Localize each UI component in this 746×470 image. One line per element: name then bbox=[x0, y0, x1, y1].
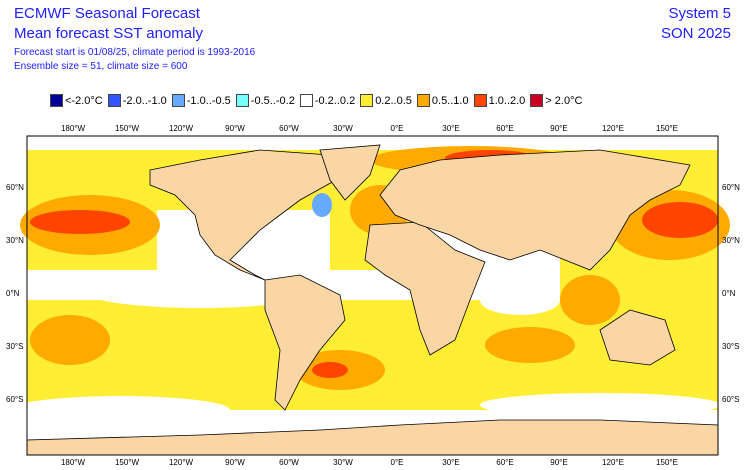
longitude-label: 150°W bbox=[114, 124, 140, 133]
latitude-label: 60°N bbox=[6, 183, 24, 192]
legend-swatch bbox=[360, 94, 374, 107]
longitude-label: 0°E bbox=[390, 458, 404, 467]
longitude-label: 60°E bbox=[496, 458, 514, 467]
longitude-label: 120°E bbox=[602, 124, 624, 133]
legend-swatch bbox=[50, 94, 63, 107]
longitude-label: 30°W bbox=[333, 124, 353, 133]
longitude-label: 120°E bbox=[602, 458, 624, 467]
legend-label: <-2.0°C bbox=[65, 94, 103, 107]
legend-item: 0.5..1.0 bbox=[416, 94, 469, 107]
longitude-label: 60°W bbox=[279, 458, 299, 467]
land bbox=[26, 144, 719, 456]
latitude-label: 30°S bbox=[6, 342, 24, 351]
map-frame bbox=[26, 135, 719, 456]
legend-label: 0.2..0.5 bbox=[375, 94, 412, 107]
longitude-label: 60°E bbox=[496, 124, 514, 133]
longitude-label: 120°W bbox=[168, 458, 194, 467]
legend-label: > 2.0°C bbox=[545, 94, 583, 107]
forecast-start: Forecast start is 01/08/25, climate peri… bbox=[14, 47, 256, 58]
legend-item: -0.2..0.2 bbox=[299, 94, 356, 107]
season-label: SON 2025 bbox=[660, 25, 731, 42]
latitude-label: 0°N bbox=[722, 289, 736, 298]
legend-swatch bbox=[107, 94, 121, 107]
legend-label: -1.0..-0.5 bbox=[186, 94, 231, 107]
latitude-label: 30°N bbox=[6, 236, 24, 245]
ensemble-size: Ensemble size = 51, climate size = 600 bbox=[14, 61, 188, 72]
longitude-label: 90°E bbox=[550, 458, 568, 467]
legend-swatch bbox=[473, 94, 487, 107]
latitude-label: 60°S bbox=[722, 395, 740, 404]
longitude-label: 30°W bbox=[333, 458, 353, 467]
longitude-label: 150°E bbox=[656, 124, 678, 133]
latitude-label: 60°S bbox=[6, 395, 24, 404]
subtitle: Mean forecast SST anomaly bbox=[14, 25, 203, 42]
longitude-label: 90°W bbox=[225, 458, 245, 467]
latitude-label: 60°N bbox=[722, 183, 740, 192]
latitude-label: 0°N bbox=[6, 289, 20, 298]
longitude-label: 120°W bbox=[168, 124, 194, 133]
legend-swatch bbox=[416, 94, 430, 107]
legend-swatch bbox=[235, 94, 249, 107]
latitude-label: 30°N bbox=[722, 236, 740, 245]
legend-label: -0.2..0.2 bbox=[314, 94, 356, 107]
longitude-label: 150°E bbox=[656, 458, 678, 467]
anomaly-blue bbox=[312, 193, 332, 217]
system-label: System 5 bbox=[668, 5, 731, 22]
title: ECMWF Seasonal Forecast bbox=[14, 5, 200, 22]
longitude-label: 90°E bbox=[550, 124, 568, 133]
longitude-label: 90°W bbox=[225, 124, 245, 133]
legend-item: 0.2..0.5 bbox=[360, 94, 412, 107]
legend-label: 0.5..1.0 bbox=[431, 94, 469, 107]
legend-item: -2.0..-1.0 bbox=[107, 94, 167, 107]
anomaly-white bbox=[10, 272, 720, 424]
longitude-label: 150°W bbox=[114, 458, 140, 467]
legend-label: -0.5..-0.2 bbox=[250, 94, 295, 107]
legend-swatch bbox=[299, 94, 313, 107]
legend-item: -0.5..-0.2 bbox=[235, 94, 295, 107]
legend-item: 1.0..2.0 bbox=[473, 94, 526, 107]
longitude-label: 180°W bbox=[60, 458, 86, 467]
latitude-label: 30°S bbox=[722, 342, 740, 351]
legend-swatch bbox=[530, 94, 544, 107]
longitude-label: 180°W bbox=[60, 124, 86, 133]
longitude-label: 30°E bbox=[442, 458, 460, 467]
longitude-label: 30°E bbox=[442, 124, 460, 133]
legend-swatch bbox=[171, 94, 185, 107]
legend-label: 1.0..2.0 bbox=[488, 94, 526, 107]
legend-item: > 2.0°C bbox=[530, 94, 582, 107]
legend-item: <-2.0°C bbox=[50, 94, 103, 107]
longitude-label: 0°E bbox=[390, 124, 404, 133]
legend-item: -1.0..-0.5 bbox=[171, 94, 231, 107]
color-legend: <-2.0°C -2.0..-1.0 -1.0..-0.5 -0.5..-0.2 -0.… bbox=[50, 94, 587, 107]
longitude-label: 60°W bbox=[279, 124, 299, 133]
legend-label: -2.0..-1.0 bbox=[122, 94, 167, 107]
